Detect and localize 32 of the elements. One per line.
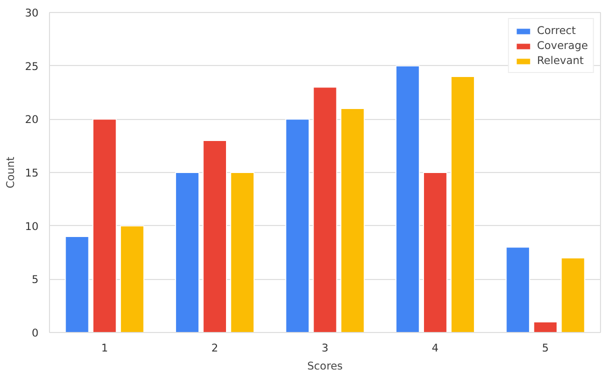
y-tick-label: 30 xyxy=(24,6,39,20)
bar xyxy=(450,76,475,332)
bar xyxy=(92,118,117,332)
bar xyxy=(395,65,420,332)
x-tick-label: 3 xyxy=(322,342,328,354)
y-tick-label: 20 xyxy=(24,113,39,126)
x-tick-label: 4 xyxy=(432,342,439,354)
y-tick-label: 5 xyxy=(32,273,38,286)
bar xyxy=(312,86,338,332)
bar xyxy=(340,108,365,332)
y-axis-title: Count xyxy=(4,156,17,188)
x-tick-label: 2 xyxy=(211,342,218,354)
y-tick-label: 0 xyxy=(32,326,39,340)
bar xyxy=(202,140,228,332)
bar xyxy=(506,246,530,332)
x-tick-label: 5 xyxy=(542,342,549,354)
bar xyxy=(64,236,90,332)
y-tick-label: 15 xyxy=(24,166,39,180)
bar xyxy=(175,172,200,332)
bar xyxy=(120,225,144,332)
bar xyxy=(230,172,255,332)
x-axis-title: Scores xyxy=(307,360,344,372)
bar xyxy=(285,118,310,332)
legend-label: Correct xyxy=(536,24,576,37)
legend-label: Relevant xyxy=(536,54,584,67)
y-tick-label: 25 xyxy=(24,60,39,73)
x-tick-label: 1 xyxy=(101,342,108,354)
bar xyxy=(560,257,586,332)
legend-label: Coverage xyxy=(536,39,588,52)
y-tick-label: 10 xyxy=(24,220,39,233)
bar xyxy=(533,321,558,332)
bar xyxy=(422,172,448,332)
